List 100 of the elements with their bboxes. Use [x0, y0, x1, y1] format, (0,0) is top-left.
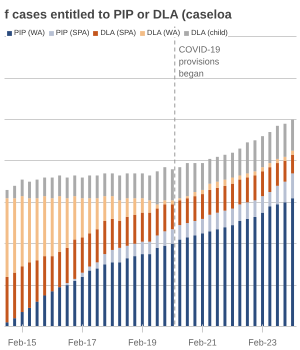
bar — [208, 231, 212, 326]
bar — [110, 250, 114, 262]
bar — [163, 231, 166, 246]
bar — [88, 266, 92, 271]
x-tick-label: Feb-15 — [8, 338, 36, 348]
bar — [13, 318, 16, 326]
bar — [208, 158, 212, 184]
bar — [276, 163, 279, 186]
bar — [36, 198, 39, 260]
bar — [216, 156, 219, 182]
bar — [126, 173, 129, 198]
x-tick-label: Feb-17 — [68, 338, 97, 348]
bar — [291, 198, 294, 326]
bar — [110, 173, 114, 196]
bar — [66, 198, 69, 248]
bar — [80, 238, 84, 273]
bar — [186, 198, 189, 224]
bar — [253, 175, 256, 200]
bar — [238, 180, 242, 204]
bar — [163, 204, 166, 232]
bar — [88, 175, 92, 198]
x-tick-label: Feb-21 — [188, 338, 217, 348]
bar — [58, 196, 62, 252]
bar — [126, 258, 129, 326]
bar — [284, 182, 286, 202]
bar — [50, 256, 54, 292]
bar — [140, 242, 144, 254]
bar — [126, 216, 129, 246]
bar — [50, 291, 54, 326]
bar — [238, 175, 242, 180]
bar — [178, 167, 182, 198]
bar — [28, 308, 31, 326]
bar — [126, 198, 129, 217]
bar — [178, 200, 182, 226]
bar — [88, 198, 92, 234]
bar — [223, 154, 226, 180]
bar — [208, 190, 212, 215]
bar — [170, 204, 174, 230]
bar — [201, 190, 204, 194]
bar — [268, 163, 272, 168]
bar — [118, 220, 122, 248]
bar — [28, 198, 31, 262]
bar — [110, 218, 114, 250]
bar — [58, 252, 62, 288]
bar — [246, 178, 249, 202]
bar — [186, 223, 189, 238]
bar — [284, 124, 286, 157]
bar — [231, 208, 234, 226]
bar — [268, 132, 272, 164]
bar — [268, 192, 272, 206]
bar — [96, 229, 99, 262]
bar — [50, 198, 54, 256]
bar — [216, 188, 219, 213]
bar — [140, 254, 144, 326]
bar — [253, 140, 256, 172]
bar — [261, 212, 264, 326]
bar — [291, 173, 294, 198]
bar — [208, 214, 212, 232]
bar — [36, 260, 39, 302]
bar — [50, 178, 54, 198]
bar — [268, 167, 272, 192]
bar — [193, 192, 196, 196]
bar — [20, 266, 24, 312]
bar — [291, 154, 294, 174]
bar — [110, 196, 114, 219]
bar — [118, 175, 122, 200]
bar — [133, 173, 136, 198]
bar — [261, 136, 264, 168]
bar — [140, 198, 144, 213]
bar — [36, 302, 39, 326]
bar — [170, 229, 174, 244]
bar — [201, 218, 204, 234]
bar — [284, 160, 286, 182]
bar — [238, 148, 242, 176]
bar — [28, 182, 31, 198]
bar — [216, 212, 219, 230]
bar — [148, 254, 152, 326]
bar — [58, 287, 62, 326]
bar — [201, 233, 204, 326]
bar — [80, 276, 84, 326]
bar — [133, 256, 136, 326]
bar — [163, 200, 166, 204]
bar — [238, 204, 242, 221]
bar — [246, 202, 249, 219]
bar — [223, 186, 226, 211]
bar — [178, 240, 182, 326]
bar — [163, 246, 166, 326]
bar — [284, 202, 286, 326]
bar — [223, 227, 226, 326]
bar — [43, 196, 46, 256]
bar — [238, 220, 242, 326]
bar — [170, 200, 174, 204]
bar — [88, 233, 92, 266]
bar — [118, 262, 122, 326]
bar — [148, 175, 152, 200]
bar — [253, 171, 256, 176]
bar — [133, 214, 136, 244]
bar — [231, 178, 234, 184]
bar — [261, 171, 264, 196]
bar — [148, 242, 152, 254]
